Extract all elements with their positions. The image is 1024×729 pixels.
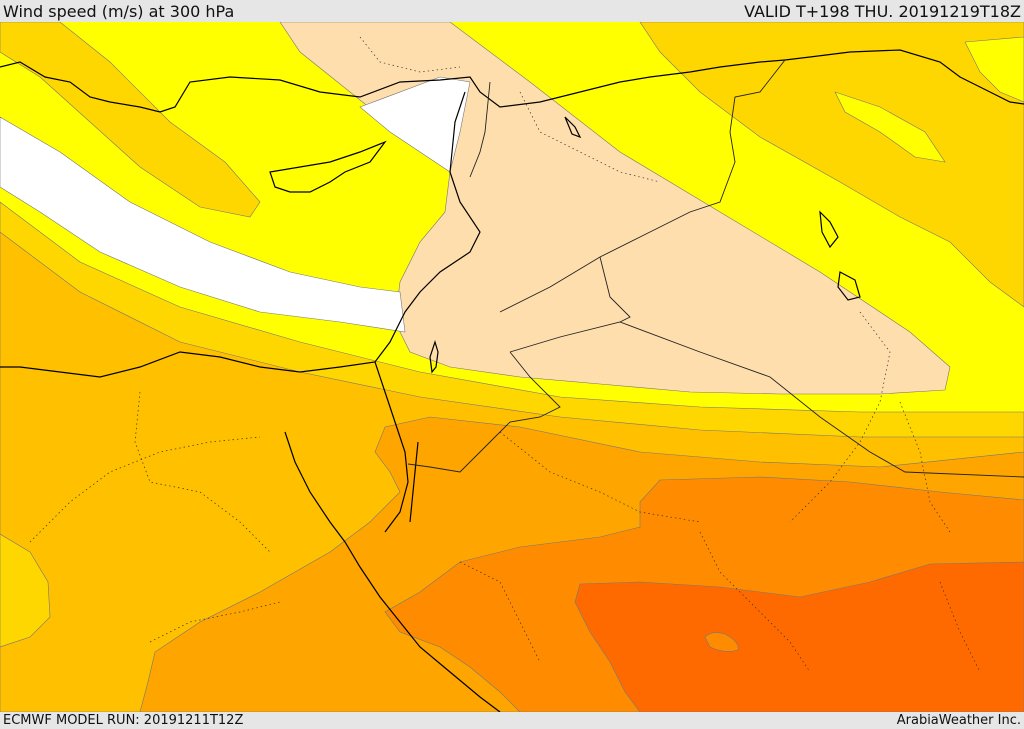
footer-bar: ECMWF MODEL RUN: 20191211T12Z ArabiaWeat…: [0, 712, 1024, 729]
credit: ArabiaWeather Inc.: [896, 713, 1021, 728]
band-yellow-northeast-edge: [964, 36, 1024, 103]
borders: [407, 59, 1024, 478]
band-white-jet-core: [0, 116, 406, 333]
band-yellow-northeast-patch: [834, 91, 946, 163]
band-orange-dark: [574, 561, 1024, 712]
model-run: ECMWF MODEL RUN: 20191211T12Z: [3, 713, 244, 728]
wind-speed-map: [0, 22, 1024, 712]
band-gold-northwest: [0, 22, 261, 218]
band-white-upper: [359, 76, 471, 173]
band-gold-southwest: [0, 533, 51, 648]
valid-time: VALID T+198 THU. 20191219T18Z: [744, 1, 1021, 21]
map-title: Wind speed (m/s) at 300 hPa: [3, 1, 235, 21]
header-bar: Wind speed (m/s) at 300 hPa VALID T+198 …: [0, 0, 1024, 22]
internal-boundaries: [29, 36, 981, 673]
coastlines: [0, 49, 1024, 712]
band-gold-northeast: [639, 22, 1024, 308]
band-orange-lake: [704, 632, 739, 652]
weather-map[interactable]: [0, 22, 1024, 712]
